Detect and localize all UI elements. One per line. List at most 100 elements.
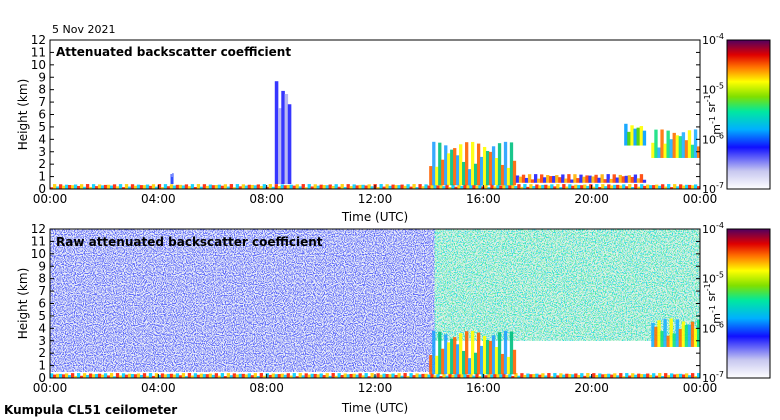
feature-cell [421, 373, 425, 378]
feature-cell [658, 185, 662, 189]
feature-cell [103, 184, 108, 189]
feature-cell [97, 184, 102, 189]
feature-cell [585, 175, 589, 183]
x-tick-label: 16:00 [466, 192, 501, 206]
feature-cell [475, 185, 479, 189]
feature-cell [450, 149, 454, 186]
feature-cell [633, 128, 637, 146]
feature-cell [661, 184, 665, 189]
feature-cell [73, 375, 78, 378]
feature-cell [687, 324, 692, 347]
feature-cell [211, 374, 216, 378]
feature-cell [505, 375, 509, 378]
feature-cell [178, 184, 183, 189]
feature-cell [484, 184, 488, 189]
feature-cell [589, 184, 593, 189]
y-tick-label: 0 [38, 371, 46, 385]
feature-cell [441, 159, 445, 186]
feature-cell [583, 184, 587, 189]
feature-daylight-noise [434, 229, 700, 341]
feature-cell [220, 185, 225, 189]
feature-cell [82, 186, 87, 189]
feature-cell [403, 185, 407, 189]
feature-cell [479, 345, 484, 375]
feature-cell [673, 184, 677, 189]
y-tick-label: 7 [38, 284, 46, 298]
feature-cell [471, 141, 475, 186]
feature-cell [429, 355, 433, 375]
feature-cell [432, 330, 436, 375]
feature-cell [565, 373, 569, 378]
feature-cell [630, 125, 634, 146]
feature-cell [202, 374, 207, 378]
feature-cell [667, 184, 671, 189]
feature-cell [499, 374, 503, 378]
feature-cell [649, 185, 653, 189]
feature-cell [497, 143, 502, 186]
x-tick-label: 00:00 [683, 381, 718, 395]
feature-cell [520, 186, 524, 189]
feature-cell [484, 375, 488, 378]
feature-cell [256, 376, 260, 378]
feature-cell [472, 184, 476, 189]
feature-cell [453, 148, 457, 186]
feature-cell [376, 373, 380, 378]
feature-cell [64, 373, 69, 378]
feature-cell [170, 174, 172, 185]
feature-cell [523, 374, 527, 378]
feature-cell [181, 185, 186, 189]
feature-cell [139, 185, 144, 189]
feature-cell [406, 184, 410, 189]
feature-cell [628, 375, 632, 378]
feature-cell [690, 321, 695, 347]
feature-cell [163, 374, 168, 378]
feature-cell [562, 184, 566, 189]
feature-cell [109, 185, 114, 189]
feature-cell [133, 374, 138, 378]
feature-cell [136, 184, 141, 189]
feature-cell [124, 184, 129, 189]
y-tick-label: 1 [38, 170, 46, 184]
feature-cell [64, 184, 69, 189]
feature-cell [337, 373, 341, 378]
y-tick-label: 7 [38, 95, 46, 109]
x-tick-label: 04:00 [141, 381, 176, 395]
feature-cell [625, 373, 629, 378]
feature-cell [349, 373, 353, 378]
feature-cell [517, 375, 521, 378]
feature-cell [559, 373, 563, 378]
feature-cell [600, 174, 604, 183]
feature-cell [547, 185, 551, 189]
feature-cell [460, 374, 464, 378]
feature-cell [391, 184, 395, 189]
feature-cell [491, 335, 496, 375]
feature-cell [187, 373, 192, 378]
feature-cell [514, 373, 518, 378]
feature-cell [511, 375, 515, 378]
feature-cell [664, 186, 668, 189]
feature-cell [558, 177, 562, 183]
feature-cell [468, 169, 472, 186]
feature-cell [157, 184, 162, 189]
feature-cell [223, 184, 228, 189]
feature-cell [343, 186, 347, 189]
feature-cell [540, 174, 544, 183]
feature-cell [121, 373, 126, 378]
feature-cell [518, 176, 523, 183]
feature-cell [652, 373, 656, 378]
feature-cell [637, 186, 641, 189]
feature-cell [500, 353, 505, 375]
feature-cell [106, 375, 111, 378]
y-axis-label: Height (km) [16, 268, 30, 339]
feature-cell [673, 374, 677, 378]
feature-cell [271, 373, 275, 378]
feature-cell [592, 373, 596, 378]
feature-cell [567, 174, 571, 183]
feature-cell [289, 375, 293, 378]
feature-cell [295, 184, 299, 189]
feature-cell [196, 374, 201, 378]
feature-cell [488, 151, 493, 186]
feature-cell [316, 374, 320, 378]
feature-cell [478, 376, 482, 378]
